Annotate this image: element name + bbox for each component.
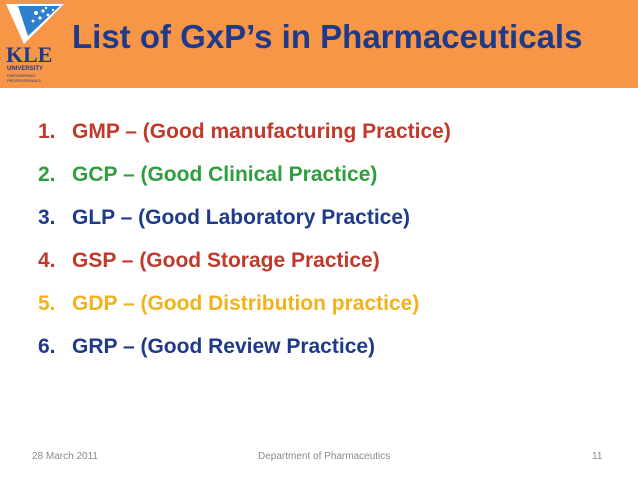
footer-department: Department of Pharmaceutics bbox=[258, 451, 391, 462]
footer-date: 28 March 2011 bbox=[32, 451, 98, 462]
gxp-list: 1. GMP – (Good manufacturing Practice) 2.… bbox=[38, 115, 451, 373]
list-item: 4. GSP – (Good Storage Practice) bbox=[38, 244, 451, 287]
list-item: 6. GRP – (Good Review Practice) bbox=[38, 330, 451, 373]
list-number: 1. bbox=[38, 120, 56, 143]
list-number: 2. bbox=[38, 163, 56, 186]
list-text: GLP – (Good Laboratory Practice) bbox=[72, 206, 411, 229]
list-number: 5. bbox=[38, 292, 56, 315]
list-item: 3. GLP – (Good Laboratory Practice) bbox=[38, 201, 451, 244]
list-item: 2. GCP – (Good Clinical Practice) bbox=[38, 158, 451, 201]
header-bar: KLE UNIVERSITY EMPOWERING PROFESSIONALS … bbox=[0, 0, 638, 88]
logo-name: KLE bbox=[6, 42, 53, 67]
list-text: GSP – (Good Storage Practice) bbox=[72, 249, 380, 272]
list-item: 1. GMP – (Good manufacturing Practice) bbox=[38, 115, 451, 158]
list-text: GMP – (Good manufacturing Practice) bbox=[72, 120, 451, 143]
slide-title: List of GxP’s in Pharmaceuticals bbox=[72, 18, 583, 55]
logo-emblem-icon bbox=[6, 4, 64, 44]
list-item: 5. GDP – (Good Distribution practice) bbox=[38, 287, 451, 330]
list-number: 6. bbox=[38, 335, 56, 358]
list-text: GCP – (Good Clinical Practice) bbox=[72, 163, 378, 186]
list-number: 3. bbox=[38, 206, 56, 229]
kle-university-logo: KLE UNIVERSITY EMPOWERING PROFESSIONALS bbox=[6, 4, 64, 83]
list-number: 4. bbox=[38, 249, 56, 272]
list-text: GRP – (Good Review Practice) bbox=[72, 335, 376, 358]
logo-tagline: EMPOWERING PROFESSIONALS bbox=[7, 73, 41, 83]
list-text: GDP – (Good Distribution practice) bbox=[72, 292, 420, 315]
slide-number: 11 bbox=[592, 451, 603, 462]
logo-university: UNIVERSITY bbox=[7, 66, 44, 72]
